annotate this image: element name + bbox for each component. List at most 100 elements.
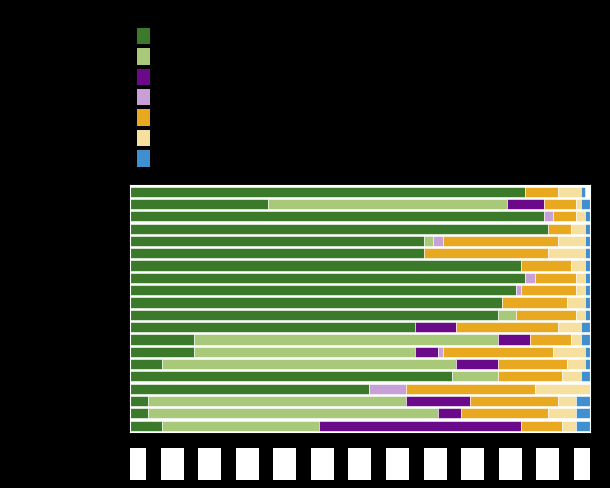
Bar: [544, 211, 553, 221]
Bar: [318, 421, 521, 431]
Bar: [461, 408, 548, 418]
Bar: [553, 347, 585, 357]
Bar: [535, 273, 576, 283]
Bar: [130, 384, 369, 394]
Bar: [585, 359, 590, 369]
Bar: [425, 236, 434, 246]
Bar: [498, 448, 522, 480]
Bar: [576, 408, 590, 418]
Bar: [585, 224, 590, 234]
Bar: [536, 448, 559, 480]
Bar: [572, 334, 581, 345]
Bar: [576, 211, 585, 221]
Bar: [581, 186, 585, 197]
Bar: [498, 359, 567, 369]
Bar: [195, 334, 498, 345]
Bar: [348, 448, 371, 480]
Bar: [311, 448, 334, 480]
Bar: [530, 334, 572, 345]
Bar: [581, 322, 590, 332]
Text: Individual treatments plants - septic waste collection: Individual treatments plants - septic wa…: [155, 113, 451, 122]
Bar: [581, 371, 590, 382]
Text: Individual treatments plants - other treatment]: Individual treatments plants - other tre…: [155, 133, 418, 143]
Text: Advanced treatments plants: Advanced treatments plants: [155, 31, 314, 41]
Bar: [425, 248, 548, 258]
Bar: [521, 285, 576, 295]
Text: Individual treatments plants - direct discharges: Individual treatments plants - direct di…: [155, 154, 420, 163]
Bar: [130, 211, 544, 221]
Bar: [130, 224, 548, 234]
Bar: [585, 248, 590, 258]
Text: Mechanical, natural purification or other types of treatment: Mechanical, natural purification or othe…: [155, 51, 489, 61]
Bar: [415, 322, 456, 332]
Bar: [130, 347, 195, 357]
Bar: [443, 236, 558, 246]
Bar: [558, 322, 581, 332]
Bar: [130, 285, 516, 295]
Bar: [130, 322, 415, 332]
Bar: [130, 236, 425, 246]
Bar: [386, 448, 409, 480]
Bar: [558, 396, 576, 406]
Bar: [130, 408, 148, 418]
Bar: [585, 310, 590, 320]
Bar: [423, 448, 447, 480]
Text: Wastewater facilities with direct discharges: Wastewater facilities with direct discha…: [155, 72, 398, 82]
Bar: [544, 199, 576, 209]
Bar: [148, 396, 406, 406]
Bar: [548, 248, 585, 258]
Bar: [130, 261, 521, 270]
Bar: [130, 199, 268, 209]
Bar: [130, 248, 425, 258]
Bar: [130, 396, 148, 406]
Bar: [406, 396, 470, 406]
Bar: [581, 334, 590, 345]
Bar: [137, 109, 149, 126]
Bar: [235, 448, 259, 480]
Bar: [498, 371, 562, 382]
Bar: [406, 384, 535, 394]
Bar: [162, 359, 456, 369]
Bar: [130, 334, 195, 345]
Bar: [137, 89, 149, 105]
Bar: [198, 448, 221, 480]
Bar: [443, 347, 553, 357]
Bar: [576, 421, 590, 431]
Bar: [516, 285, 521, 295]
Bar: [585, 298, 590, 307]
Bar: [585, 236, 590, 246]
Bar: [130, 186, 525, 197]
Bar: [137, 28, 149, 44]
Bar: [581, 199, 590, 209]
Bar: [585, 347, 590, 357]
Bar: [585, 285, 590, 295]
Bar: [558, 236, 585, 246]
Bar: [572, 224, 585, 234]
Bar: [535, 384, 590, 394]
Bar: [525, 273, 535, 283]
Bar: [148, 408, 438, 418]
Bar: [585, 273, 590, 283]
Bar: [516, 310, 576, 320]
Bar: [130, 273, 525, 283]
Bar: [576, 310, 585, 320]
Bar: [521, 261, 572, 270]
Bar: [572, 261, 585, 270]
Bar: [548, 408, 576, 418]
Bar: [507, 199, 544, 209]
Bar: [130, 371, 452, 382]
Bar: [585, 211, 590, 221]
Bar: [521, 421, 562, 431]
Bar: [576, 273, 585, 283]
Bar: [498, 310, 516, 320]
Bar: [130, 298, 503, 307]
Bar: [195, 347, 415, 357]
Bar: [576, 396, 590, 406]
Bar: [548, 224, 572, 234]
Bar: [562, 371, 581, 382]
Bar: [415, 347, 438, 357]
Bar: [567, 298, 585, 307]
Bar: [576, 199, 581, 209]
Bar: [438, 347, 443, 357]
Bar: [456, 322, 558, 332]
